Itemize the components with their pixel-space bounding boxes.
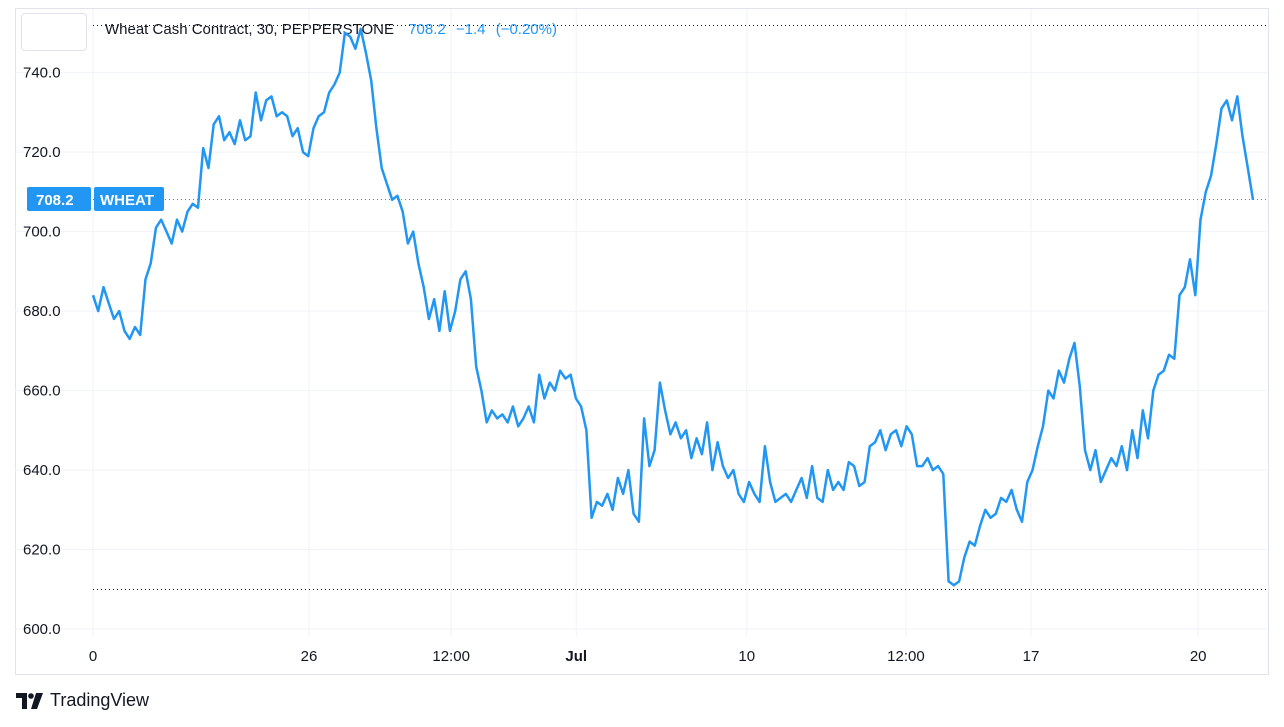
x-tick-label: 0 (89, 648, 97, 665)
y-axis: 600.0 620.0 640.0 660.0 680.0 700.0 720.0 740.0 (23, 65, 61, 638)
price-tag: 708.2 WHEAT (27, 186, 164, 211)
x-tick-label: 12:00 (432, 648, 470, 665)
grid-lines (15, 9, 1268, 637)
y-tick-label: 660.0 (23, 383, 61, 400)
x-tick-label: 26 (301, 648, 318, 665)
x-tick-label: 17 (1023, 648, 1040, 665)
price-series-line (91, 27, 1255, 587)
price-tag-name-bg (94, 186, 164, 211)
y-tick-label: 620.0 (23, 542, 61, 559)
y-tick-label: 740.0 (23, 65, 61, 82)
y-tick-label: 720.0 (23, 144, 61, 161)
y-tick-label: 680.0 (23, 303, 61, 320)
price-change: −1.4 (455, 21, 486, 38)
indicator-legend-toggle[interactable] (21, 13, 87, 51)
price-tag-value: 708.2 (36, 192, 74, 209)
price-tag-symbol: WHEAT (100, 192, 154, 209)
tradingview-brand[interactable]: TradingView (50, 690, 150, 710)
tradingview-logo-icon[interactable] (16, 691, 44, 711)
x-tick-label: 20 (1190, 648, 1207, 665)
price-tag-value-bg (27, 186, 91, 211)
x-tick-label: 10 (738, 648, 755, 665)
y-tick-label: 640.0 (23, 462, 61, 479)
x-axis: 0 26 12:00 Jul 10 12:00 17 20 (89, 648, 1207, 665)
chart-frame (15, 8, 1269, 675)
x-tick-label: Jul (565, 648, 587, 665)
x-tick-label: 12:00 (887, 648, 925, 665)
y-tick-label: 600.0 (23, 621, 61, 638)
footer: TradingView (16, 690, 149, 711)
y-tick-label: 700.0 (23, 224, 61, 241)
